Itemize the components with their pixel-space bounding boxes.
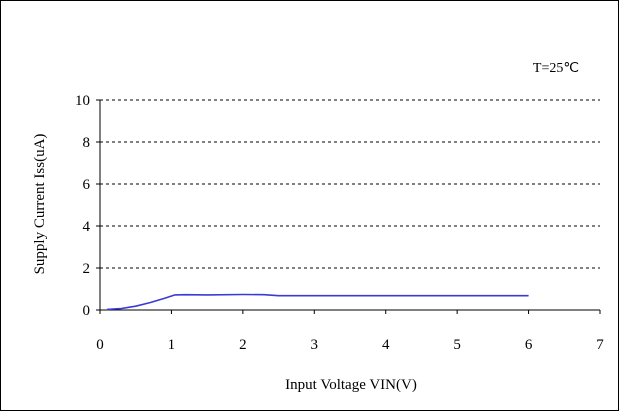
x-tick-label: 2 xyxy=(239,337,247,353)
y-tick-label: 2 xyxy=(83,261,91,277)
series-line-0 xyxy=(107,293,529,311)
series-layer xyxy=(107,293,529,311)
x-tick-label: 0 xyxy=(96,337,104,353)
x-tick-label: 4 xyxy=(382,337,390,353)
y-tick-labels: 0 2 4 6 8 10 xyxy=(75,93,91,319)
y-tick-label: 10 xyxy=(75,93,90,109)
x-tick-label: 3 xyxy=(311,337,319,353)
y-tick-label: 8 xyxy=(83,135,91,151)
x-tick-label: 1 xyxy=(168,337,176,353)
grid-layer xyxy=(100,99,600,269)
x-tick-label: 7 xyxy=(596,337,604,353)
x-axis-label: Input Voltage VIN(V) xyxy=(285,377,417,393)
y-tick-label: 4 xyxy=(83,219,91,235)
axis-layer xyxy=(96,99,601,314)
y-tick-label: 6 xyxy=(83,177,91,193)
x-tick-label: 6 xyxy=(525,337,533,353)
y-tick-label: 0 xyxy=(83,303,91,319)
x-tick-labels: 0 1 2 3 4 5 6 7 xyxy=(96,337,604,353)
temperature-annotation: T=25℃ xyxy=(533,61,579,76)
y-axis-label: Supply Current Iss(uA) xyxy=(32,134,48,275)
x-tick-label: 5 xyxy=(453,337,461,353)
